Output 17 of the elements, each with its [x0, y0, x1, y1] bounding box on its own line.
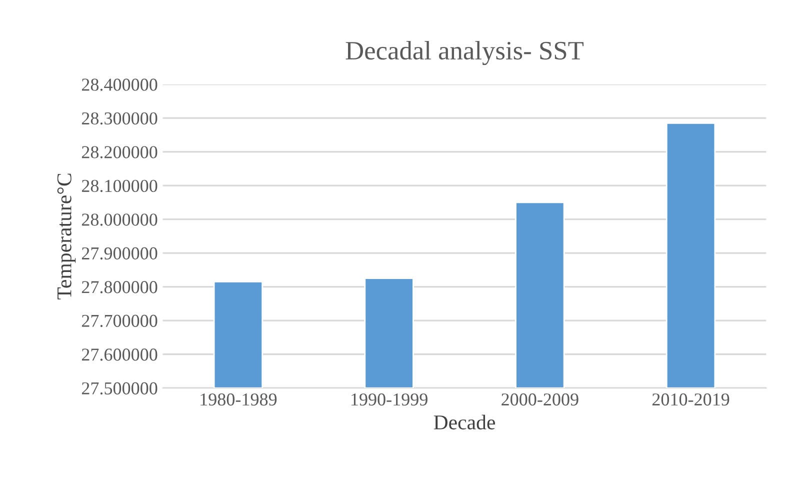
chart-title: Decadal analysis- SST: [346, 41, 584, 66]
y-tick-label: 27.500000: [82, 382, 158, 395]
x-tick-label: 2010-2019: [652, 393, 730, 406]
x-tick-label: 1980-1989: [200, 393, 277, 406]
y-tick-label: 28.400000: [82, 78, 158, 91]
y-tick-label: 27.700000: [82, 314, 158, 328]
y-tick-label: 28.300000: [82, 112, 158, 125]
y-tick-label: 28.000000: [82, 214, 158, 226]
y-tick-label: 28.200000: [82, 146, 158, 158]
x-tick-label: 2000-2009: [502, 393, 578, 406]
y-axis-title: Temperature°C: [57, 174, 76, 300]
y-tick-label: 28.100000: [82, 180, 158, 192]
y-tick-label: 27.800000: [82, 281, 158, 294]
x-axis-title: Decade: [434, 414, 495, 430]
y-tick-label: 27.900000: [82, 247, 158, 260]
x-tick-label: 1990-1999: [352, 393, 428, 406]
y-tick-label: 27.600000: [82, 348, 158, 361]
